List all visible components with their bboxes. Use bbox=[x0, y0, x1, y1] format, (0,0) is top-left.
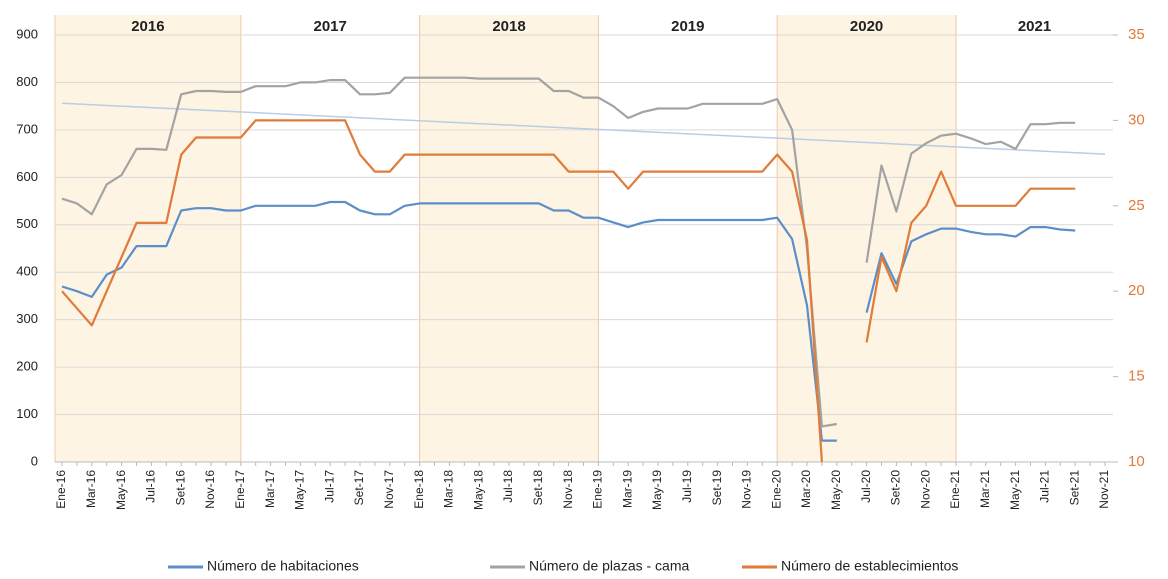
x-tick-label: Jul-17 bbox=[322, 470, 336, 503]
series-line bbox=[61, 119, 1076, 463]
series-line bbox=[61, 76, 1076, 428]
x-tick-label: Jul-18 bbox=[501, 470, 515, 503]
year-band bbox=[419, 15, 599, 462]
y-tick-label: 600 bbox=[16, 169, 38, 184]
x-tick-label: Mar-21 bbox=[978, 470, 992, 508]
x-tick-label: Jul-21 bbox=[1038, 470, 1052, 503]
x-tick-label: May-18 bbox=[471, 470, 485, 510]
y2-tick-label: 35 bbox=[1128, 26, 1145, 43]
x-tick-label: Nov-18 bbox=[561, 470, 575, 509]
y-tick-label: 800 bbox=[16, 74, 38, 89]
x-tick-label: Nov-20 bbox=[918, 470, 932, 509]
y-tick-label: 500 bbox=[16, 216, 38, 231]
year-label: 2021 bbox=[1018, 18, 1051, 35]
x-tick-label: Mar-19 bbox=[620, 470, 634, 508]
year-label: 2020 bbox=[850, 18, 883, 35]
x-tick-label: Nov-17 bbox=[382, 470, 396, 509]
y-tick-label: 700 bbox=[16, 121, 38, 136]
x-tick-label: Nov-19 bbox=[740, 470, 754, 509]
y2-tick-label: 30 bbox=[1128, 111, 1145, 128]
year-label: 2019 bbox=[671, 18, 704, 35]
y-tick-label: 0 bbox=[31, 453, 38, 468]
y-tick-label: 200 bbox=[16, 359, 38, 374]
x-tick-label: Ene-17 bbox=[233, 470, 247, 509]
x-tick-label: Set-21 bbox=[1067, 470, 1081, 506]
y2-tick-label: 10 bbox=[1128, 453, 1145, 470]
y-tick-label: 100 bbox=[16, 406, 38, 421]
x-tick-label: Mar-18 bbox=[442, 470, 456, 508]
year-label: 2017 bbox=[314, 18, 347, 35]
x-tick-label: Set-16 bbox=[173, 470, 187, 506]
x-tick-label: Nov-16 bbox=[203, 470, 217, 509]
x-tick-label: Ene-19 bbox=[591, 470, 605, 509]
year-band bbox=[55, 15, 241, 462]
y-tick-label: 900 bbox=[16, 26, 38, 41]
x-tick-label: Ene-20 bbox=[769, 470, 783, 509]
trendline bbox=[61, 102, 1106, 155]
x-tick-label: Ene-18 bbox=[412, 470, 426, 509]
x-tick-label: Nov-21 bbox=[1097, 470, 1111, 509]
y-tick-label: 400 bbox=[16, 264, 38, 279]
x-tick-label: Jul-20 bbox=[859, 470, 873, 503]
x-tick-label: Ene-21 bbox=[948, 470, 962, 509]
legend-label: Número de habitaciones bbox=[207, 558, 359, 574]
year-label: 2018 bbox=[492, 18, 525, 35]
x-tick-label: Set-19 bbox=[710, 470, 724, 506]
x-tick-label: Jul-16 bbox=[144, 470, 158, 503]
legend-label: Número de establecimientos bbox=[781, 558, 958, 574]
y2-tick-label: 15 bbox=[1128, 368, 1145, 385]
x-tick-label: Set-20 bbox=[889, 470, 903, 506]
x-tick-label: Mar-20 bbox=[799, 470, 813, 508]
x-tick-label: Set-17 bbox=[352, 470, 366, 506]
y2-tick-label: 25 bbox=[1128, 197, 1145, 214]
x-tick-label: Mar-17 bbox=[263, 470, 277, 508]
x-tick-label: Set-18 bbox=[531, 470, 545, 506]
y2-tick-label: 20 bbox=[1128, 282, 1145, 299]
year-label: 2016 bbox=[131, 18, 164, 35]
x-tick-label: Mar-16 bbox=[84, 470, 98, 508]
x-tick-label: Ene-16 bbox=[54, 470, 68, 509]
x-tick-label: May-16 bbox=[114, 470, 128, 510]
x-tick-label: May-17 bbox=[293, 470, 307, 510]
y-tick-label: 300 bbox=[16, 311, 38, 326]
x-tick-label: May-19 bbox=[650, 470, 664, 510]
legend-label: Número de plazas - cama bbox=[529, 558, 690, 574]
x-tick-label: Jul-19 bbox=[680, 470, 694, 503]
x-tick-label: May-21 bbox=[1008, 470, 1022, 510]
x-tick-label: May-20 bbox=[829, 470, 843, 510]
